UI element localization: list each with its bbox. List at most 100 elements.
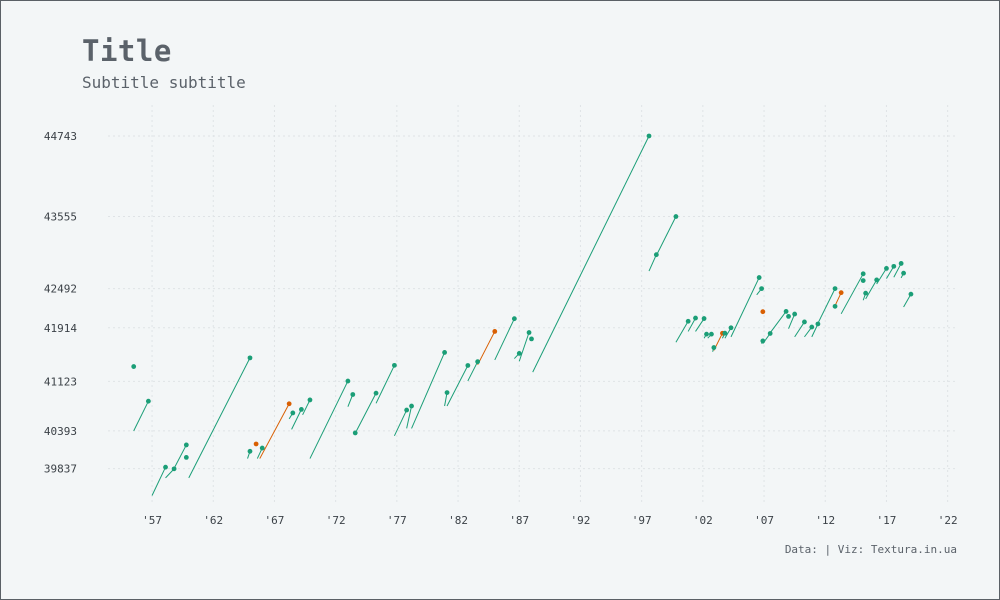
trend-segment [648,254,657,272]
trend-segment [173,444,187,469]
data-point [863,290,869,296]
data-point [465,363,471,368]
data-point [709,331,714,337]
trend-segment [687,317,696,332]
data-point [908,291,914,297]
trend-segment [291,409,302,430]
trend-segment [133,400,149,432]
x-tick-label: '77 [387,514,407,527]
y-axis: 39837 40393 41123 41914 42492 43555 44743 [44,130,77,476]
data-point [701,316,707,321]
trend-segment [188,357,251,479]
trend-segment [865,279,878,300]
trend-segment [411,352,446,429]
x-axis: '57 '62 '67 '72 '77 '82 '87 '92 '97 '02 '07 '12 '17 '… [142,514,957,527]
data-point [307,397,313,403]
data-point [442,350,447,355]
trend-segment [259,403,290,459]
highlight-point [286,401,292,407]
data-point [809,324,815,330]
highlight-point [492,329,498,334]
x-tick-label: '87 [509,514,529,527]
data-point [145,398,151,404]
x-tick-label: '02 [693,514,713,527]
points-layer [131,133,914,472]
data-point [183,455,189,460]
data-point [832,303,838,309]
data-point [802,319,807,325]
data-point [792,311,798,317]
data-point [475,359,481,365]
chart-caption: Data: | Viz: Textura.in.ua [784,543,957,556]
data-point [759,286,765,291]
x-tick-label: '12 [815,514,835,527]
x-tick-label: '07 [754,514,774,527]
x-tick-label: '57 [142,514,162,527]
data-point [352,430,358,436]
data-point [511,316,517,322]
highlight-point [253,441,259,447]
chart-subtitle: Subtitle subtitle [82,73,246,92]
y-tick-label: 39837 [44,463,77,476]
trend-segment [893,263,902,278]
trend-segment [817,288,836,324]
data-point [392,362,397,368]
data-point [247,355,253,361]
y-tick-label: 40393 [44,425,77,438]
data-point [444,390,450,395]
data-point [685,318,691,324]
trend-segment [794,321,805,338]
trend-segment [730,277,760,338]
x-tick-label: '22 [938,514,958,527]
data-point [526,330,532,335]
data-point [711,345,717,350]
data-point [163,464,168,470]
trend-segment [788,313,796,329]
x-tick-label: '97 [632,514,652,527]
data-point [529,336,534,342]
y-tick-label: 44743 [44,130,77,143]
segments-layer [133,135,912,496]
data-point [350,392,356,397]
trend-segment [446,365,469,407]
trend-segment [467,361,479,382]
x-tick-label: '72 [326,514,346,527]
trend-segment [840,273,864,315]
trend-segment [655,216,677,256]
x-tick-label: '17 [877,514,897,527]
data-point [183,442,189,448]
trend-segment [903,293,912,308]
data-point [704,331,709,337]
data-point [901,270,906,276]
x-tick-label: '92 [571,514,591,527]
trend-segment [375,365,395,404]
y-tick-label: 41123 [44,375,77,388]
data-point [247,448,253,454]
data-point [298,407,304,412]
data-point [673,214,679,219]
trend-segment [302,399,311,416]
data-point [815,321,821,327]
trend-segment [309,380,349,459]
data-point [131,364,137,369]
data-point [259,445,265,451]
highlight-point [838,290,844,296]
trend-segment [477,331,496,366]
data-point [891,263,897,269]
trend-segment [494,318,515,361]
chart-title: Title [82,34,172,68]
data-point [646,133,652,139]
y-tick-label: 41914 [44,322,77,335]
trend-segment [393,409,408,437]
data-point [653,252,659,258]
trend-segment [518,332,530,362]
data-point [516,351,522,356]
trend-segment [695,318,705,332]
trend-segment [675,321,689,343]
data-point [345,378,351,384]
data-point [783,309,789,314]
y-tick-label: 42492 [44,283,77,296]
data-point [373,390,379,396]
grid-layer [108,105,955,505]
